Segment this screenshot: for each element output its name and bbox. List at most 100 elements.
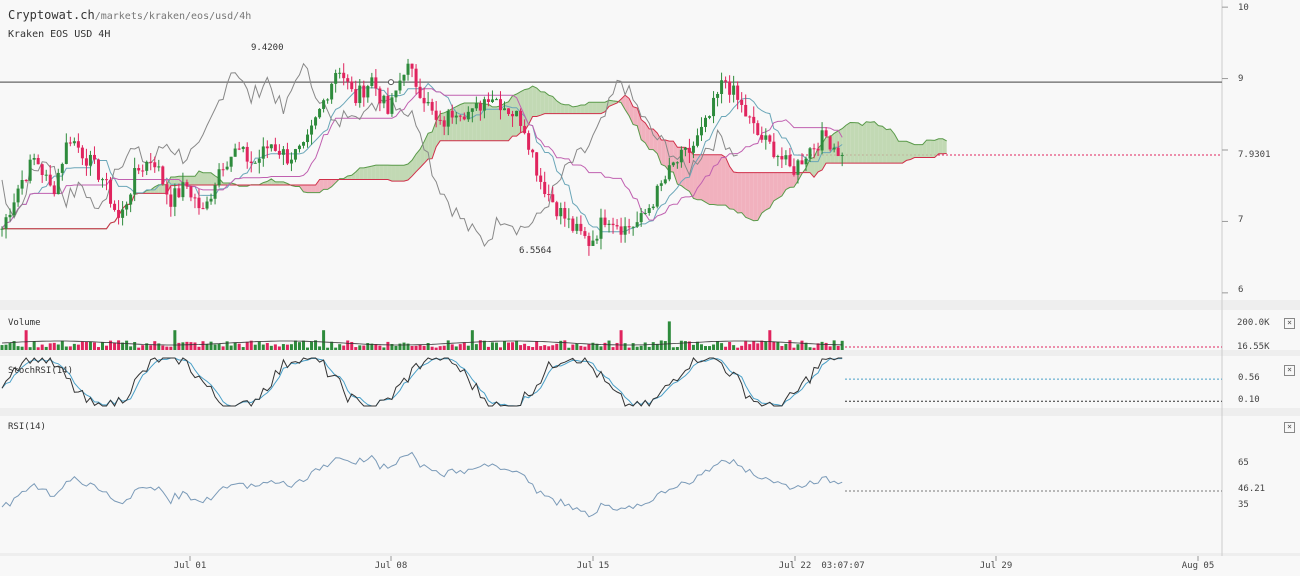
cloud-segment — [355, 167, 360, 180]
cloud-segment — [395, 165, 400, 182]
stochrsi-k-line — [1, 357, 843, 407]
volume-bar — [675, 347, 679, 350]
volume-bar — [342, 345, 346, 350]
volume-bar — [84, 341, 88, 350]
candle-body — [523, 125, 527, 134]
volume-bar — [720, 343, 724, 350]
candle-body — [338, 72, 342, 74]
candle-body — [40, 164, 44, 176]
volume-bar — [402, 342, 406, 350]
volume-bar — [446, 340, 450, 350]
cloud-segment — [480, 103, 485, 141]
candle-body — [193, 197, 197, 199]
volume-bar — [229, 345, 233, 350]
volume-bar — [667, 321, 671, 350]
rsi-close-icon[interactable]: × — [1284, 422, 1295, 433]
candle-body — [173, 188, 177, 207]
cloud-segment — [504, 101, 509, 141]
rsi-panel-label: RSI(14) — [8, 422, 46, 432]
cloud-segment — [713, 154, 718, 206]
candle-body — [24, 179, 28, 181]
candle-body — [820, 130, 824, 151]
volume-bar — [165, 346, 169, 350]
candle-body — [177, 188, 181, 198]
cloud-segment — [540, 91, 545, 116]
volume-bar — [4, 344, 8, 350]
volume-bar — [125, 340, 129, 350]
candle-body — [68, 142, 72, 144]
candle-body — [720, 80, 724, 94]
market-path[interactable]: /markets/kraken/eos/usd/4h — [94, 11, 252, 22]
volume-bar — [498, 347, 502, 350]
candle-body — [559, 208, 563, 217]
volume-bar — [374, 344, 378, 350]
candle-body — [318, 108, 322, 118]
volume-bar — [482, 340, 486, 350]
volume-bar — [595, 343, 599, 350]
candle-body — [129, 194, 133, 205]
candle-body — [784, 155, 788, 160]
stochrsi-close-icon[interactable]: × — [1284, 365, 1295, 376]
cloud-segment — [906, 141, 911, 161]
cloud-segment — [934, 138, 939, 158]
candle-body — [265, 146, 269, 149]
cloud-segment — [323, 179, 328, 190]
candle-body — [450, 110, 454, 118]
candle-body — [683, 147, 687, 150]
candle-body — [567, 218, 571, 220]
volume-bar — [217, 343, 221, 350]
volume-ma-line — [1, 340, 843, 346]
cloud-segment — [918, 144, 923, 158]
cloud-segment — [363, 167, 368, 180]
candle-body — [591, 240, 595, 246]
candle-body — [587, 235, 591, 246]
cloud-segment — [737, 172, 742, 214]
chart-header: Cryptowat.ch/markets/kraken/eos/usd/4h — [8, 8, 251, 22]
candle-body — [647, 208, 651, 213]
volume-bar — [659, 340, 663, 350]
cloud-segment — [749, 172, 754, 221]
cloud-segment — [753, 172, 758, 221]
candle-body — [695, 135, 699, 146]
candle-body — [655, 185, 659, 207]
stochrsi-panel-label: StochRSI(14) — [8, 366, 74, 376]
candle-body — [310, 125, 314, 135]
candle-body — [446, 110, 450, 127]
site-name[interactable]: Cryptowat.ch — [8, 8, 95, 22]
candle-body — [113, 203, 117, 210]
volume-bar — [695, 341, 699, 350]
volume-bar — [816, 343, 820, 350]
cloud-segment — [641, 119, 646, 143]
volume-bar — [48, 343, 52, 350]
candle-body — [503, 108, 506, 111]
candle-body — [486, 99, 490, 102]
volume-bar — [92, 342, 96, 350]
cloud-segment — [387, 165, 392, 182]
volume-bar — [326, 347, 330, 350]
volume-bar — [386, 341, 390, 350]
cloud-segment — [399, 165, 404, 182]
cloud-segment — [705, 154, 710, 205]
cloud-segment — [536, 87, 541, 117]
volume-close-icon[interactable]: × — [1284, 318, 1295, 329]
candle-body — [285, 149, 289, 164]
volume-bar — [832, 340, 836, 350]
candle-body — [639, 213, 643, 223]
candle-body — [165, 184, 169, 195]
candles — [0, 58, 844, 256]
volume-bar — [40, 344, 44, 350]
candle-body — [667, 165, 671, 180]
volume-bar — [297, 342, 301, 350]
volume-bar — [189, 342, 193, 350]
candle-body — [736, 85, 740, 100]
volume-bar — [579, 345, 583, 350]
candle-body — [273, 144, 277, 151]
volume-bar — [398, 343, 402, 350]
volume-bar — [812, 347, 816, 350]
candle-body — [651, 206, 655, 209]
candle-body — [410, 63, 414, 69]
volume-bar — [277, 346, 281, 350]
span-b-line — [2, 94, 947, 230]
volume-bar — [716, 341, 720, 350]
